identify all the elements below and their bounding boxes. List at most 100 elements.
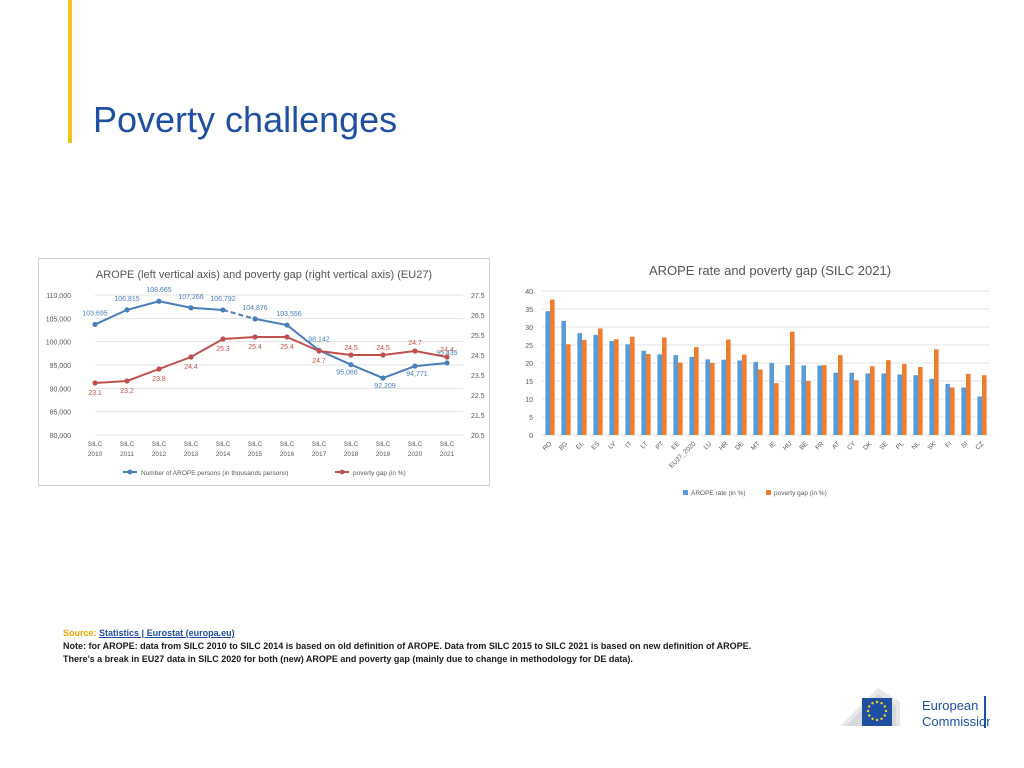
poverty-gap-bar bbox=[710, 363, 715, 435]
commission-building-icon bbox=[840, 688, 900, 726]
arope-rate-bar bbox=[849, 372, 854, 435]
chart1-left-tick-label: 110,000 bbox=[46, 293, 71, 300]
chart2-country-label: NL bbox=[911, 440, 922, 451]
arope-data-label: 95,435 bbox=[436, 350, 458, 357]
chart1-x-tick-label: SILC bbox=[376, 441, 391, 448]
poverty-gap-bar bbox=[838, 355, 843, 435]
arope-line-segment bbox=[350, 363, 384, 379]
arope-poverty-gap-line-chart: AROPE (left vertical axis) and poverty g… bbox=[38, 258, 490, 486]
arope-rate-bar bbox=[753, 361, 758, 435]
chart1-x-tick-label: 2017 bbox=[312, 451, 327, 458]
arope-rate-bar bbox=[545, 311, 550, 435]
poverty-gap-bar bbox=[886, 360, 891, 435]
arope-data-label: 95,066 bbox=[336, 370, 358, 377]
poverty-gap-bar bbox=[854, 380, 859, 435]
arope-line-segment bbox=[254, 317, 288, 327]
poverty-gap-bar bbox=[774, 383, 779, 435]
arope-rate-bar bbox=[657, 354, 662, 435]
chart2-country-label: SI bbox=[960, 440, 969, 449]
chart2-country-label: EL bbox=[575, 440, 586, 451]
logo-text-commission: Commission bbox=[922, 714, 990, 729]
arope-point bbox=[188, 305, 194, 311]
chart1-right-tick-label: 23.5 bbox=[471, 373, 485, 380]
chart2-y-tick-label: 0 bbox=[529, 433, 533, 440]
arope-line-segment bbox=[382, 365, 416, 379]
arope-rate-bar bbox=[641, 350, 646, 435]
arope-rate-bar bbox=[577, 333, 582, 435]
arope-rate-bar bbox=[801, 365, 806, 435]
arope-data-label: 103,695 bbox=[82, 310, 107, 317]
arope-rate-bar bbox=[977, 396, 982, 435]
poverty-gap-data-label: 25.3 bbox=[216, 346, 230, 353]
poverty-gap-bar bbox=[822, 365, 827, 435]
chart2-country-label: AT bbox=[831, 440, 842, 451]
chart1-x-tick-label: SILC bbox=[408, 441, 423, 448]
poverty-gap-bar bbox=[950, 387, 955, 435]
legend-arope-marker bbox=[127, 469, 133, 475]
chart2-country-label: SK bbox=[926, 440, 938, 452]
chart1-left-tick-label: 85,000 bbox=[50, 410, 72, 417]
poverty-gap-data-label: 23.8 bbox=[152, 376, 166, 383]
chart2-country-label: MT bbox=[750, 440, 762, 452]
poverty-gap-bar bbox=[678, 362, 683, 435]
chart1-x-tick-label: 2011 bbox=[120, 451, 134, 458]
chart2-country-label: PL bbox=[895, 440, 906, 451]
poverty-gap-data-label: 24.5 bbox=[376, 345, 390, 352]
arope-data-label: 104,876 bbox=[242, 305, 267, 312]
arope-point bbox=[156, 298, 162, 304]
legend-arope-label: Number of AROPE persons (in thousands pe… bbox=[141, 470, 288, 477]
chart1-right-tick-label: 24.5 bbox=[471, 353, 485, 360]
arope-line-segment bbox=[414, 361, 448, 368]
chart2-country-label: BE bbox=[798, 440, 810, 452]
poverty-gap-bar bbox=[902, 364, 907, 435]
arope-rate-bar bbox=[945, 383, 950, 435]
arope-line-segment bbox=[94, 308, 128, 326]
arope-rate-bar bbox=[737, 360, 742, 435]
chart2-title: AROPE rate and poverty gap (SILC 2021) bbox=[649, 263, 891, 278]
legend-arope-rate-label: AROPE rate (in %) bbox=[691, 490, 746, 497]
poverty-gap-bar bbox=[614, 339, 619, 435]
poverty-gap-point bbox=[348, 352, 354, 358]
poverty-gap-bar bbox=[630, 336, 635, 435]
legend-poverty-gap-label: poverty gap (in %) bbox=[353, 470, 406, 477]
arope-data-label: 94,771 bbox=[406, 371, 428, 378]
arope-rate-bar bbox=[609, 341, 614, 435]
poverty-gap-bar bbox=[566, 344, 571, 435]
chart2-country-label: CZ bbox=[974, 440, 985, 451]
arope-point bbox=[92, 321, 98, 328]
chart1-left-tick-label: 90,000 bbox=[50, 386, 72, 393]
chart1-x-tick-label: 2013 bbox=[184, 451, 199, 458]
poverty-gap-data-label: 25.4 bbox=[248, 344, 262, 351]
chart2-country-label: SE bbox=[878, 440, 890, 452]
arope-rate-bar bbox=[881, 373, 886, 435]
chart2-country-label: FR bbox=[814, 440, 825, 451]
poverty-gap-bar bbox=[598, 328, 603, 435]
poverty-gap-bar bbox=[918, 366, 923, 435]
poverty-gap-bar bbox=[966, 373, 971, 435]
chart1-right-tick-label: 21.5 bbox=[471, 413, 485, 420]
chart2-country-label: HU bbox=[782, 440, 794, 452]
chart1-x-tick-label: 2021 bbox=[440, 451, 455, 458]
poverty-gap-point bbox=[412, 348, 418, 354]
arope-rate-bar bbox=[769, 363, 774, 435]
chart1-x-tick-label: 2016 bbox=[280, 451, 295, 458]
arope-line-segment bbox=[126, 300, 160, 311]
arope-point bbox=[444, 360, 450, 366]
chart1-x-tick-label: SILC bbox=[216, 441, 231, 448]
chart2-country-label: DE bbox=[734, 440, 746, 452]
poverty-gap-data-label: 24.5 bbox=[344, 345, 358, 352]
logo-text-european: European bbox=[922, 698, 978, 713]
eurostat-link[interactable]: Statistics | Eurostat (europa.eu) bbox=[99, 628, 235, 638]
chart2-country-label: IT bbox=[624, 440, 633, 449]
logo-divider bbox=[984, 696, 986, 728]
arope-point bbox=[348, 362, 354, 368]
arope-line-segment bbox=[318, 349, 352, 366]
poverty-gap-bar bbox=[662, 337, 667, 435]
poverty-gap-bar bbox=[870, 366, 875, 435]
poverty-gap-bar bbox=[550, 299, 555, 435]
arope-rate-bar bbox=[929, 378, 934, 435]
chart2-y-tick-label: 30 bbox=[525, 325, 533, 332]
chart1-x-tick-label: SILC bbox=[344, 441, 359, 448]
poverty-gap-data-label: 25.4 bbox=[280, 344, 294, 351]
chart2-y-tick-label: 5 bbox=[529, 415, 533, 422]
